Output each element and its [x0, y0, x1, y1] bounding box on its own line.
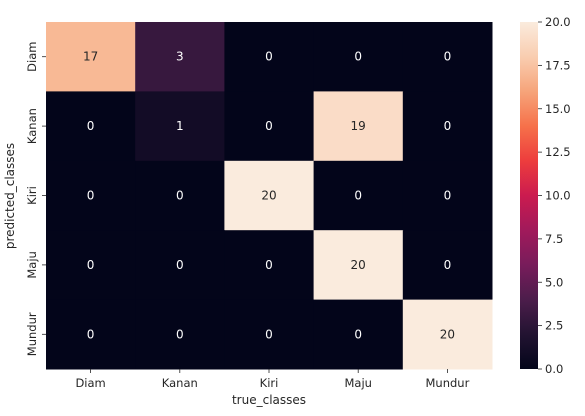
cell-value-label: 0	[354, 327, 362, 341]
heatmap-cell	[402, 22, 493, 92]
colorbar	[520, 22, 538, 369]
heatmap-cell	[402, 299, 493, 370]
colorbar-tick-label: 7.5	[545, 232, 563, 246]
heatmap-cell	[46, 22, 136, 92]
cell-value-label: 0	[354, 189, 362, 203]
x-axis-ticks: Diam Kanan Kiri Maju Mundur	[75, 369, 470, 390]
heatmap-cell	[46, 230, 136, 301]
cell-value-label: 0	[265, 119, 273, 133]
cell-value-label: 0	[444, 189, 452, 203]
heatmap-cell	[313, 299, 404, 370]
colorbar-tick-label: 0.0	[545, 362, 563, 376]
heatmap-cell	[135, 160, 225, 231]
cell-value-label: 0	[354, 50, 362, 64]
heatmap-cell	[224, 299, 315, 370]
x-tick-label: Diam	[75, 376, 105, 390]
heatmap-cell	[313, 22, 404, 92]
colorbar-tick-label: 17.5	[545, 58, 571, 72]
cell-value-label: 0	[176, 327, 184, 341]
heatmap-cell	[402, 160, 493, 231]
heatmap-cells	[46, 22, 493, 370]
heatmap-cell	[313, 230, 404, 301]
y-tick-label: Kiri	[25, 186, 39, 205]
cell-value-label: 0	[87, 258, 95, 272]
x-tick-label: Kanan	[162, 376, 198, 390]
colorbar-tick-label: 12.5	[545, 145, 571, 159]
cell-value-label: 0	[176, 258, 184, 272]
heatmap-cell	[135, 22, 225, 92]
y-axis-ticks: Diam Kanan Kiri Maju Mundur	[25, 42, 46, 356]
y-axis-label: predicted_classes	[3, 143, 17, 249]
cell-value-label: 20	[440, 327, 455, 341]
cell-value-label: 0	[265, 258, 273, 272]
y-tick-label: Diam	[25, 42, 39, 72]
heatmap-cell	[402, 91, 493, 162]
heatmap-cell	[224, 22, 315, 92]
cell-value-label: 20	[351, 258, 366, 272]
cell-value-label: 0	[265, 50, 273, 64]
colorbar-tick-label: 5.0	[545, 275, 563, 289]
cell-value-label: 0	[87, 119, 95, 133]
cell-annotations: 17 3 0 0 0 0 1 0 19 0 0 0 20 0 0 0 0 0 20 0 0 0 0 0 20	[83, 50, 455, 342]
x-tick-label: Kiri	[260, 376, 279, 390]
heatmap-cell	[46, 91, 136, 162]
y-tick-label: Maju	[25, 251, 39, 278]
colorbar-tick-label: 2.5	[545, 319, 563, 333]
heatmap-cell	[224, 230, 315, 301]
cell-value-label: 0	[87, 327, 95, 341]
x-tick-label: Maju	[344, 376, 371, 390]
heatmap-cell	[224, 160, 315, 231]
cell-value-label: 0	[265, 327, 273, 341]
colorbar-tick-label: 10.0	[545, 189, 571, 203]
heatmap-cell	[135, 91, 225, 162]
y-tick-label: Kanan	[25, 108, 39, 144]
cell-value-label: 20	[261, 189, 276, 203]
heatmap-cell	[313, 91, 404, 162]
colorbar-ticks: 0.0 2.5 5.0 7.5 10.0 12.5 15.0 17.5 20.0	[538, 15, 571, 376]
x-tick-label: Mundur	[425, 376, 469, 390]
cell-value-label: 0	[444, 258, 452, 272]
heatmap-cell	[46, 299, 136, 370]
cell-value-label: 19	[351, 119, 366, 133]
heatmap-cell	[313, 160, 404, 231]
colorbar-tick-label: 20.0	[545, 15, 571, 29]
y-tick-label: Mundur	[25, 312, 39, 356]
cell-value-label: 1	[176, 119, 184, 133]
x-axis-label: true_classes	[232, 393, 306, 407]
colorbar-tick-label: 15.0	[545, 102, 571, 116]
heatmap-cell	[46, 160, 136, 231]
heatmap-cell	[402, 230, 493, 301]
cell-value-label: 0	[444, 50, 452, 64]
heatmap-cell	[135, 230, 225, 301]
heatmap-cell	[135, 299, 225, 370]
cell-value-label: 0	[444, 119, 452, 133]
cell-value-label: 17	[83, 50, 98, 64]
cell-value-label: 3	[176, 50, 184, 64]
cell-value-label: 0	[176, 189, 184, 203]
heatmap-cell	[224, 91, 315, 162]
cell-value-label: 0	[87, 189, 95, 203]
